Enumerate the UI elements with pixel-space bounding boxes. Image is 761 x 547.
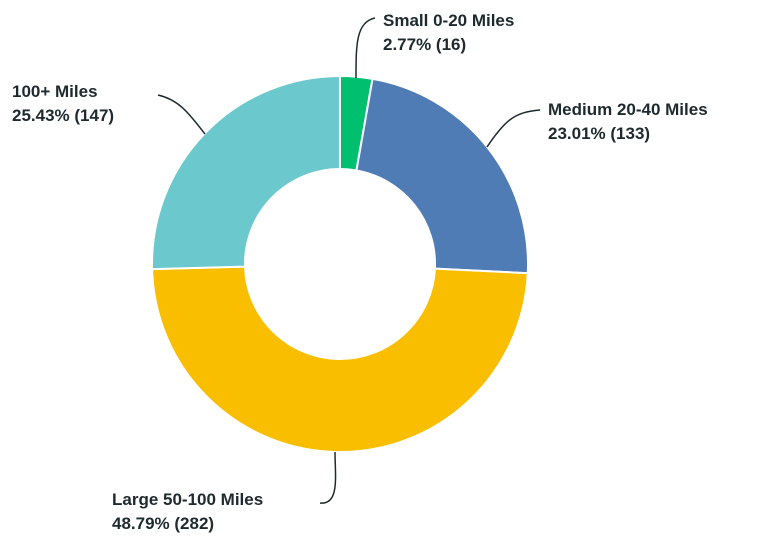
slice-label: 100+ Miles bbox=[12, 82, 98, 101]
slice-value-label: 25.43% (147) bbox=[12, 106, 114, 125]
leader-lines-group bbox=[157, 17, 541, 504]
labels-group: Small 0-20 Miles 2.77% (16) Medium 20-40 M… bbox=[12, 11, 708, 533]
leader-line bbox=[486, 109, 541, 148]
leader-line bbox=[319, 451, 337, 504]
slice-label: Medium 20-40 Miles bbox=[548, 100, 708, 119]
slice-value-label: 2.77% (16) bbox=[383, 35, 466, 54]
slice-medium-20-40-miles[interactable] bbox=[355, 77, 529, 275]
slice-100-miles[interactable] bbox=[151, 74, 341, 271]
slice-large-50-100-miles[interactable] bbox=[151, 265, 529, 453]
slices-group bbox=[151, 74, 529, 453]
slice-value-label: 48.79% (282) bbox=[112, 514, 214, 533]
leader-line bbox=[355, 17, 376, 79]
slice-label: Large 50-100 Miles bbox=[112, 490, 263, 509]
leader-line bbox=[157, 94, 206, 135]
slice-label: Small 0-20 Miles bbox=[383, 11, 514, 30]
slice-value-label: 23.01% (133) bbox=[548, 124, 650, 143]
